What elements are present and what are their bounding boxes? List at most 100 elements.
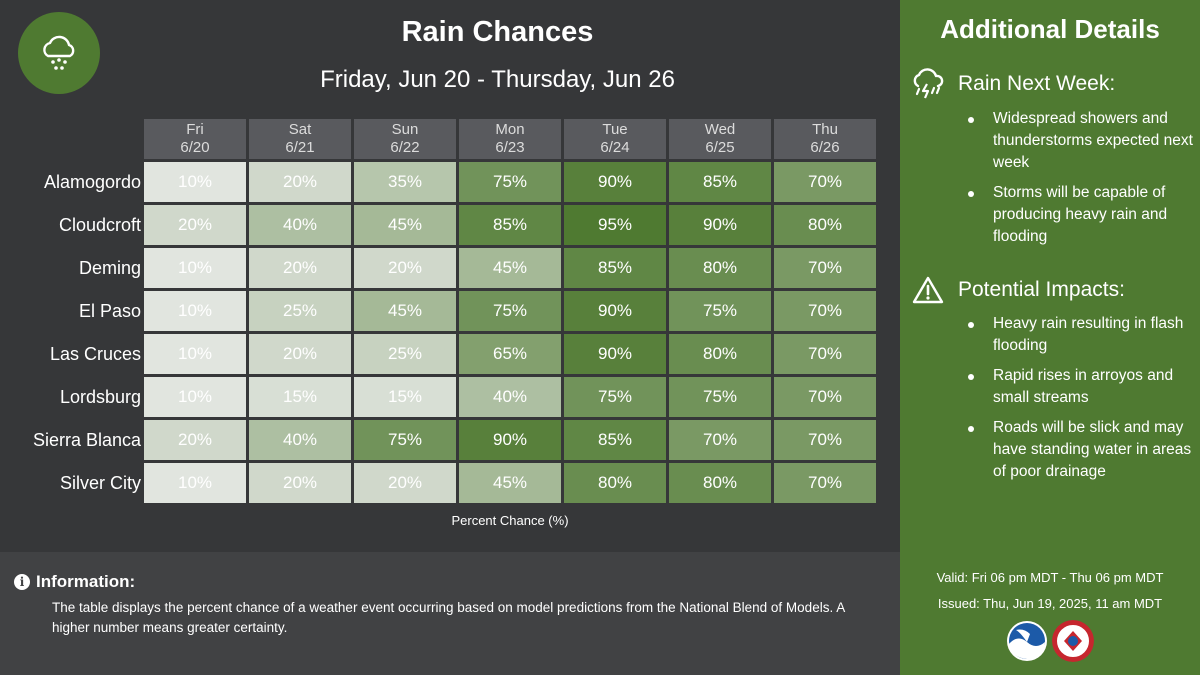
rain-chance-cell: 20% <box>354 463 456 503</box>
issued-time: Issued: Thu, Jun 19, 2025, 11 am MDT <box>937 596 1163 611</box>
day-name: Thu <box>812 121 838 138</box>
table-row: Cloudcroft 20% 40% 45% 85% 95% 90% 80% <box>21 205 876 245</box>
day-name: Sat <box>288 121 312 138</box>
rain-chance-cell: 75% <box>459 291 561 331</box>
rain-chance-cell: 90% <box>669 205 771 245</box>
rain-chance-cell: 90% <box>564 162 666 202</box>
rain-chance-cell: 85% <box>669 162 771 202</box>
information-heading: Information: <box>36 572 136 591</box>
valid-period: Valid: Fri 06 pm MDT - Thu 06 pm MDT <box>936 570 1164 585</box>
rain-chance-cell: 15% <box>354 377 456 417</box>
rain-chance-cell: 10% <box>144 162 246 202</box>
details-title: Additional Details <box>940 14 1160 44</box>
location-label: El Paso <box>78 300 141 321</box>
location-label: Alamogordo <box>43 171 141 192</box>
rain-chance-cell: 10% <box>144 463 246 503</box>
rain-next-week-heading-row: Rain Next Week: <box>910 68 1115 100</box>
rain-chance-cell: 75% <box>669 291 771 331</box>
rain-next-week-list: Widespread showers and thunderstorms exp… <box>940 108 1195 256</box>
information-heading-row: i Information: <box>14 572 135 592</box>
thunderstorm-icon <box>913 68 944 99</box>
list-item: Storms will be capable of producing heav… <box>940 182 1195 248</box>
day-date: 6/24 <box>600 139 630 156</box>
day-name: Wed <box>704 121 736 138</box>
rain-chance-cell: 40% <box>249 420 351 460</box>
list-item: Widespread showers and thunderstorms exp… <box>940 108 1195 174</box>
rain-chance-cell: 85% <box>564 248 666 288</box>
information-text: The table displays the percent chance of… <box>52 600 845 635</box>
rain-chance-cell: 10% <box>144 377 246 417</box>
location-label: Silver City <box>59 472 141 493</box>
rain-chance-cell: 85% <box>564 420 666 460</box>
info-icon: i <box>14 574 30 590</box>
rain-chances-panel: Rain Chances Friday, Jun 20 - Thursday, … <box>18 12 879 528</box>
rain-chance-cell: 45% <box>459 463 561 503</box>
rain-chance-cell: 80% <box>669 334 771 374</box>
rain-chance-cell: 40% <box>249 205 351 245</box>
rain-chance-cell: 45% <box>354 291 456 331</box>
rain-chance-cell: 80% <box>564 463 666 503</box>
day-date: 6/20 <box>180 139 210 156</box>
rain-chance-cell: 70% <box>669 420 771 460</box>
day-header: Tue 6/24 <box>564 119 666 159</box>
rain-chance-cell: 90% <box>564 334 666 374</box>
table-row: El Paso 10% 25% 45% 75% 90% 75% 70% <box>21 291 876 331</box>
rain-chance-cell: 70% <box>774 463 876 503</box>
day-name: Tue <box>602 121 628 138</box>
rain-chance-cell: 70% <box>774 420 876 460</box>
logo-badge <box>18 12 100 94</box>
warning-triangle-icon <box>912 276 944 304</box>
additional-details-panel: Additional Details Rain Next Week: Wides… <box>900 0 1200 675</box>
rain-chance-cell: 25% <box>354 334 456 374</box>
table-row: Alamogordo 10% 20% 35% 75% 90% 85% 70% <box>21 162 876 202</box>
potential-impacts-heading-row: Potential Impacts: <box>910 274 1125 306</box>
rain-chance-cell: 90% <box>564 291 666 331</box>
day-header: Fri 6/20 <box>144 119 246 159</box>
day-date: 6/25 <box>705 139 735 156</box>
information-panel: i Information: The table displays the pe… <box>0 552 900 675</box>
rain-chance-cell: 70% <box>774 248 876 288</box>
rain-chance-cell: 75% <box>354 420 456 460</box>
rain-chance-cell: 95% <box>564 205 666 245</box>
rain-chance-cell: 65% <box>459 334 561 374</box>
location-label: Deming <box>78 257 141 278</box>
table-caption: Percent Chance (%) <box>451 513 569 528</box>
page-title: Rain Chances <box>401 16 594 48</box>
rain-chance-cell: 70% <box>774 162 876 202</box>
day-header: Mon 6/23 <box>459 119 561 159</box>
rain-chance-cell: 20% <box>249 463 351 503</box>
rain-chance-cell: 10% <box>144 291 246 331</box>
location-label: Cloudcroft <box>58 214 141 235</box>
rain-chance-cell: 40% <box>459 377 561 417</box>
rain-chance-cell: 20% <box>249 162 351 202</box>
corner-cell <box>21 119 141 159</box>
list-item: Rapid rises in arroyos and small streams <box>940 365 1195 409</box>
day-name: Sun <box>391 121 419 138</box>
day-name: Fri <box>186 121 204 138</box>
table-row: Lordsburg 10% 15% 15% 40% 75% 75% 70% <box>21 377 876 417</box>
day-name: Mon <box>495 121 525 138</box>
noaa-logo <box>1007 621 1047 661</box>
nws-logo <box>1052 620 1094 662</box>
rain-chance-cell: 80% <box>669 463 771 503</box>
rain-next-week-heading: Rain Next Week: <box>958 72 1116 95</box>
rain-chance-cell: 20% <box>249 334 351 374</box>
table-row: Sierra Blanca 20% 40% 75% 90% 85% 70% 70% <box>21 420 876 460</box>
rain-chance-cell: 20% <box>144 420 246 460</box>
location-label: Sierra Blanca <box>32 429 141 450</box>
potential-impacts-list: Heavy rain resulting in flash flooding R… <box>940 313 1195 491</box>
rain-chance-cell: 20% <box>249 248 351 288</box>
rain-chance-cell: 80% <box>669 248 771 288</box>
rain-chance-cell: 80% <box>774 205 876 245</box>
table-row: Las Cruces 10% 20% 25% 65% 90% 80% 70% <box>21 334 876 374</box>
rain-chance-cell: 45% <box>354 205 456 245</box>
date-range: Friday, Jun 20 - Thursday, Jun 26 <box>320 66 675 93</box>
rain-chance-cell: 70% <box>774 334 876 374</box>
rain-chance-cell: 20% <box>144 205 246 245</box>
rain-chance-cell: 85% <box>459 205 561 245</box>
day-date: 6/26 <box>810 139 840 156</box>
day-date: 6/23 <box>495 139 525 156</box>
table-row: Silver City 10% 20% 20% 45% 80% 80% 70% <box>21 463 876 503</box>
rain-chance-cell: 75% <box>459 162 561 202</box>
rain-chance-table: Fri 6/20 Sat 6/21 Sun 6/22 Mon 6/23 Tue 6/24 Wed 6/… <box>18 116 879 506</box>
